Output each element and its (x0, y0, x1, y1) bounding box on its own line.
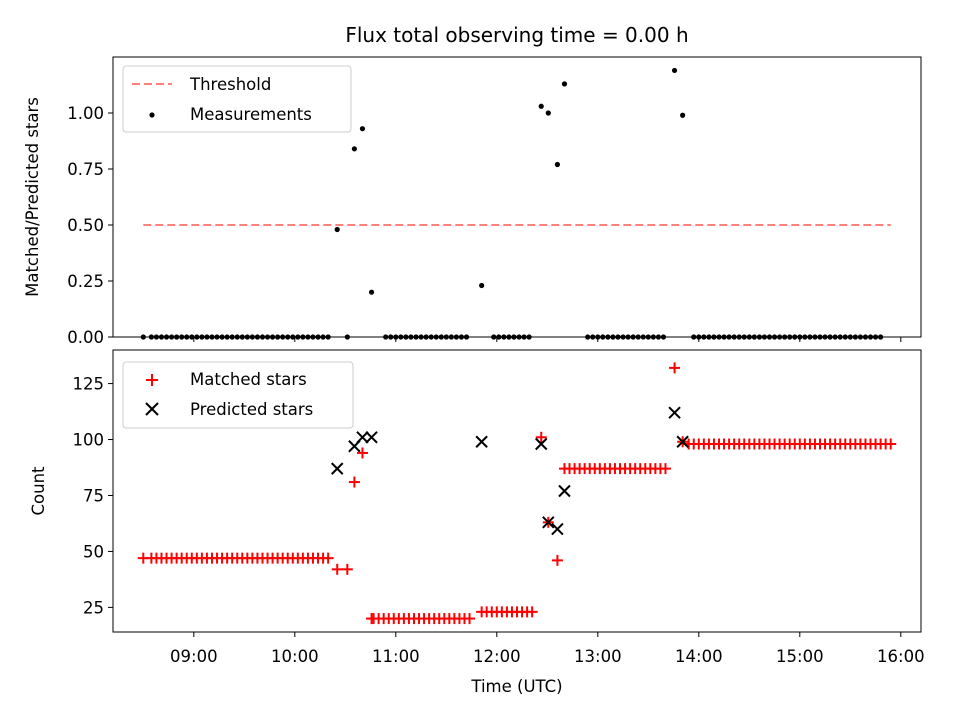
predicted-star-point (356, 431, 369, 444)
bottom-legend: Matched stars Predicted stars (122, 361, 354, 429)
top-ytick-label: 0.25 (67, 272, 104, 291)
predicted-star-point (535, 437, 548, 451)
top-y-axis-label: Matched/Predicted stars (23, 97, 42, 297)
matched-star-point (464, 613, 476, 625)
bottom-y-axis-label: Count (29, 466, 48, 516)
matched-star-point (659, 463, 671, 475)
bottom-xtick-label: 16:00 (877, 647, 925, 666)
matched-star-point (535, 431, 547, 443)
matched-star-point (322, 552, 334, 564)
bottom-axes-frame (112, 349, 922, 633)
top-ytick-label: 0.00 (67, 328, 104, 347)
top-ytick-label: 1.00 (67, 104, 104, 123)
bottom-xtick-label: 12:00 (473, 647, 521, 666)
measurement-point (554, 161, 561, 168)
top-axes-frame (112, 56, 922, 338)
bottom-xtick-label: 10:00 (271, 647, 319, 666)
legend-matched-swatch (146, 374, 158, 386)
matched-star-point (331, 563, 343, 575)
measurement-point (368, 289, 375, 295)
bottom-y-axis: 25 50 75 100 125 (73, 375, 113, 617)
matched-star-point (551, 554, 563, 566)
matched-star-point (348, 476, 360, 488)
chart-title: Flux total observing time = 0.00 h (345, 23, 688, 47)
legend-measurements-swatch (149, 112, 155, 118)
predicted-star-point (668, 406, 681, 419)
legend-measurements-label: Measurements (190, 105, 312, 124)
bottom-ytick-label: 125 (73, 375, 105, 394)
predicted-star-point (676, 435, 689, 448)
matched-star-point (341, 563, 353, 575)
predicted-star-point (551, 522, 564, 536)
predicted-star-point (558, 484, 571, 498)
matched-star-point (526, 606, 538, 618)
legend-matched-label: Matched stars (190, 370, 307, 389)
bottom-xtick-label: 09:00 (170, 647, 218, 666)
measurement-point (538, 103, 544, 109)
measurement-point (359, 126, 366, 132)
bottom-ytick-label: 75 (83, 486, 104, 505)
measurement-point (545, 110, 551, 116)
bottom-xtick-label: 13:00 (574, 647, 622, 666)
bottom-xtick-label: 14:00 (675, 647, 723, 666)
matched-star-point (356, 447, 368, 459)
measurement-point (671, 67, 678, 74)
bottom-xtick-label: 11:00 (372, 647, 420, 666)
top-ytick-label: 0.50 (67, 216, 104, 235)
top-y-axis: 0.00 0.25 0.50 0.75 1.00 (67, 104, 113, 347)
x-axis-label: Time (UTC) (470, 677, 562, 696)
matched-star-point (885, 438, 897, 450)
top-legend: Threshold Measurements (122, 65, 352, 133)
matched-star-point (669, 362, 681, 374)
predicted-star-point (542, 516, 555, 529)
predicted-star-point (365, 431, 378, 444)
bottom-ytick-label: 25 (83, 598, 104, 617)
bottom-ytick-label: 50 (83, 542, 104, 561)
measurement-point (334, 226, 340, 233)
predicted-star-point (475, 435, 488, 448)
bottom-x-axis: 09:00 10:00 11:00 12:00 13:00 14:00 15:00 16:00 (170, 632, 925, 666)
measurement-point (351, 146, 357, 152)
bottom-ytick-label: 100 (73, 431, 105, 450)
legend-predicted-swatch (145, 402, 159, 416)
bottom-xtick-label: 15:00 (776, 647, 824, 666)
predicted-star-point (331, 462, 344, 475)
measurement-point (479, 282, 485, 289)
legend-predicted-label: Predicted stars (190, 400, 313, 419)
top-ytick-label: 0.75 (67, 160, 104, 179)
measurement-point (680, 112, 686, 118)
bottom-counts-layer (137, 362, 897, 625)
measurement-point (561, 81, 568, 87)
legend-threshold-label: Threshold (189, 75, 271, 94)
